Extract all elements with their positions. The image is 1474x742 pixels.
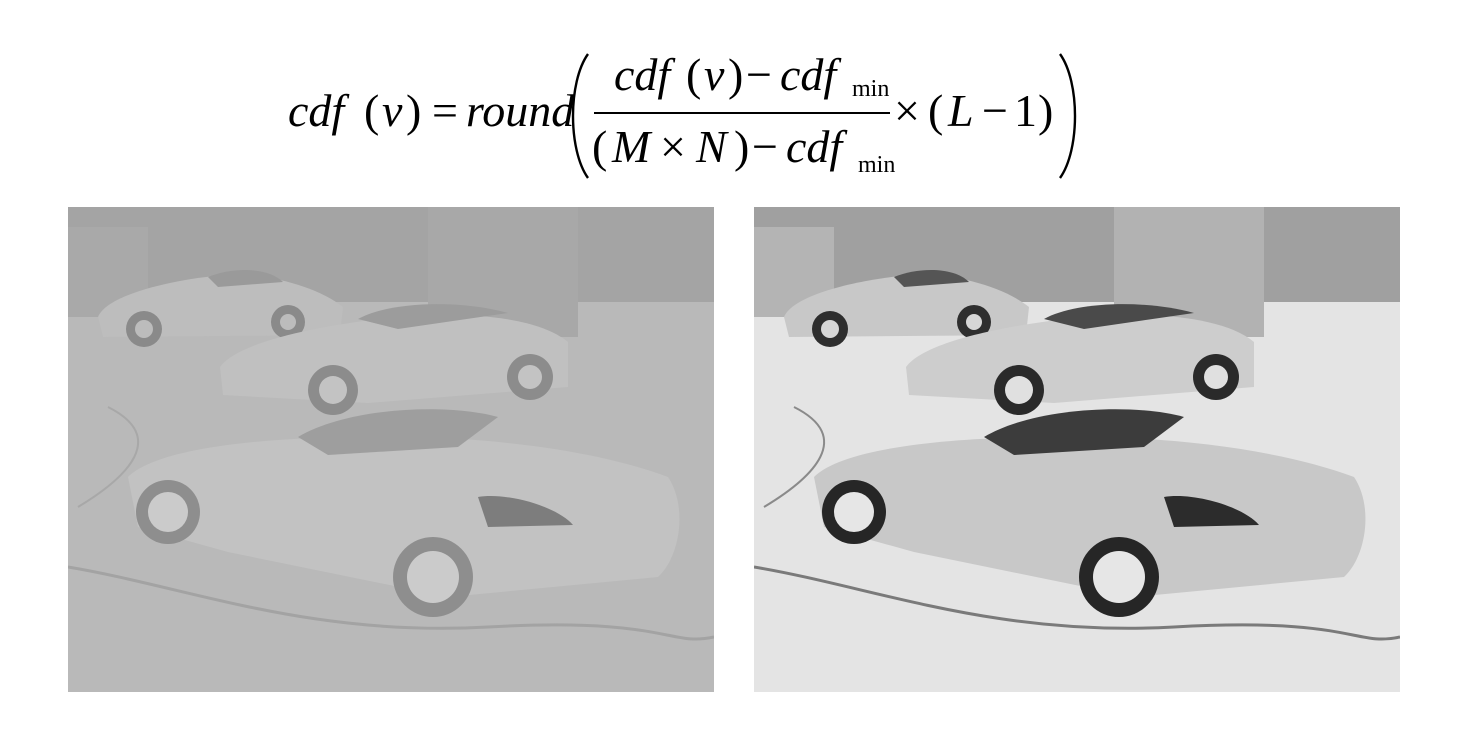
l-close-paren: ) bbox=[1038, 85, 1054, 136]
levels-one: 1 bbox=[1014, 85, 1037, 136]
fraction-bar bbox=[594, 112, 890, 114]
numerator-cdf-term: cdf bbox=[780, 49, 837, 100]
l-open-paren: ( bbox=[928, 85, 944, 136]
multiply-sign: × bbox=[894, 85, 920, 136]
levels-minus: − bbox=[982, 85, 1008, 136]
denominator-close-paren: ) bbox=[734, 121, 750, 172]
numerator-open-paren: ( bbox=[686, 49, 702, 100]
lhs-function: cdf bbox=[288, 85, 345, 136]
numerator-function: cdf bbox=[614, 49, 671, 100]
equals-sign: = bbox=[432, 85, 458, 136]
car-far bbox=[784, 270, 1029, 347]
denominator-open-paren: ( bbox=[592, 121, 608, 172]
histogram-equalization-formula: cdf ( v ) = round cdf ( v ) − cdf min ( … bbox=[288, 48, 1088, 188]
denominator-n: N bbox=[696, 121, 727, 172]
equalized-photo bbox=[754, 207, 1400, 692]
numerator-minus: − bbox=[746, 49, 772, 100]
car-far bbox=[98, 270, 343, 347]
denominator-m: M bbox=[612, 121, 651, 172]
numerator-min-subscript: min bbox=[852, 76, 890, 102]
denominator-times: × bbox=[660, 121, 686, 172]
levels-l: L bbox=[948, 85, 974, 136]
denominator-min-subscript: min bbox=[858, 152, 896, 178]
round-function: round bbox=[466, 85, 575, 136]
denominator-cdf-term: cdf bbox=[786, 121, 843, 172]
car-middle bbox=[220, 304, 568, 415]
lhs-argument: v bbox=[382, 85, 403, 136]
big-left-paren bbox=[571, 53, 589, 179]
denominator-minus: − bbox=[752, 121, 778, 172]
cars-scene-original bbox=[68, 207, 714, 692]
ground-crack bbox=[754, 565, 1400, 641]
numerator-close-paren: ) bbox=[728, 49, 744, 100]
ground-crack bbox=[77, 406, 140, 508]
big-right-paren bbox=[1059, 53, 1077, 179]
car-front bbox=[814, 409, 1366, 617]
numerator-argument: v bbox=[704, 49, 725, 100]
cars-scene-equalized bbox=[754, 207, 1400, 692]
car-middle bbox=[906, 304, 1254, 415]
car-front bbox=[128, 409, 680, 617]
ground-crack bbox=[68, 565, 714, 641]
lhs-close-paren: ) bbox=[406, 85, 422, 136]
original-low-contrast-photo bbox=[68, 207, 714, 692]
lhs-open-paren: ( bbox=[364, 85, 380, 136]
ground-crack bbox=[763, 406, 826, 508]
